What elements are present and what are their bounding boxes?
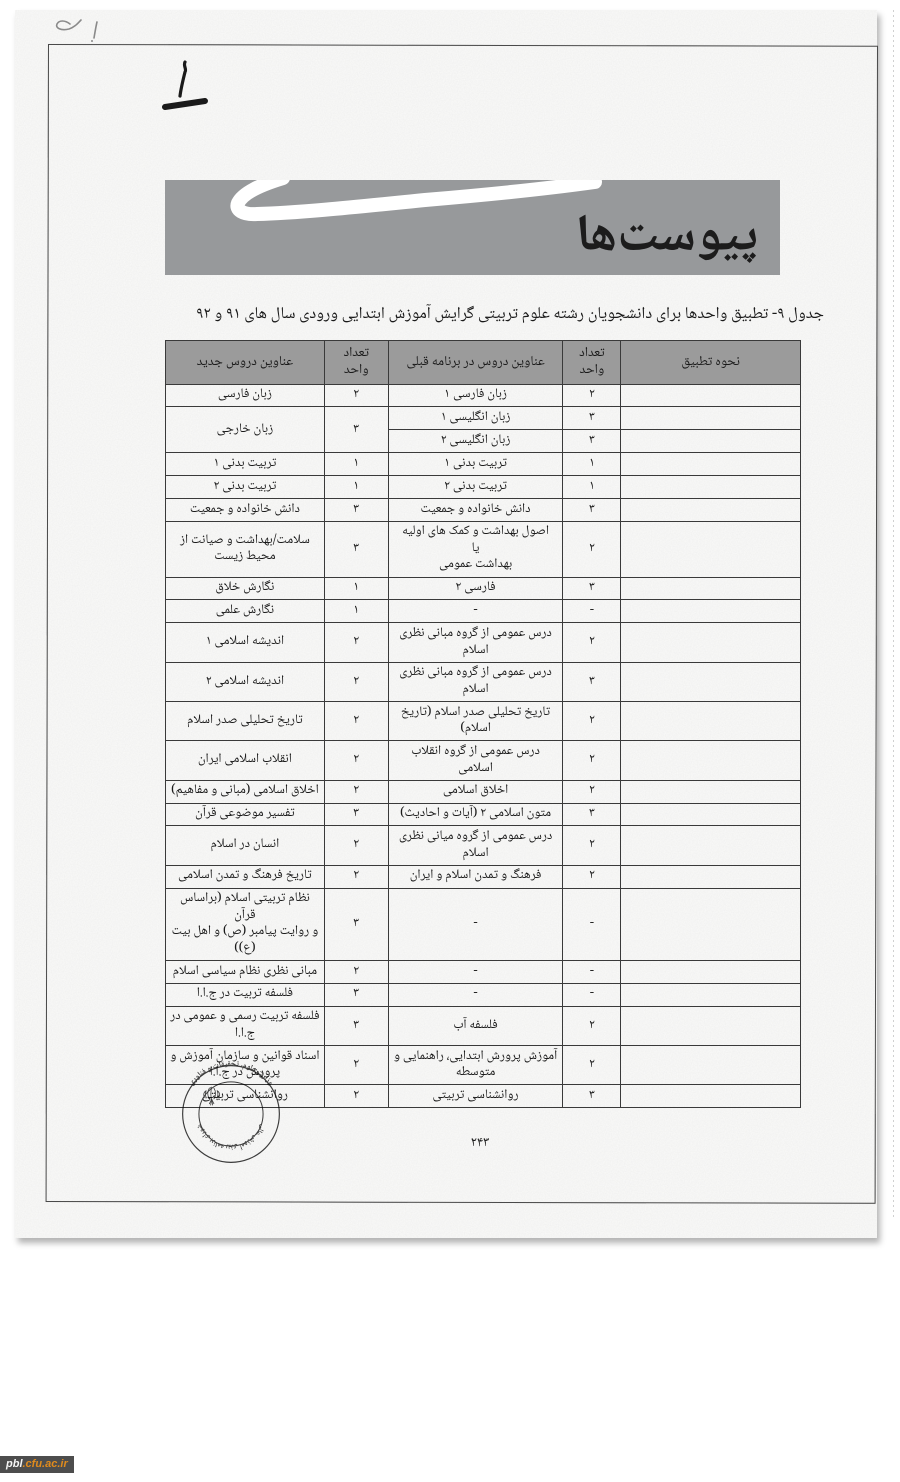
svg-text:وزارت علوم، تحقیقات و فناوری: وزارت علوم، تحقیقات و فناوری	[186, 1059, 275, 1090]
svg-text:شورای برنامه ریزی آموزش عالی: شورای برنامه ریزی آموزش عالی	[195, 1122, 267, 1152]
